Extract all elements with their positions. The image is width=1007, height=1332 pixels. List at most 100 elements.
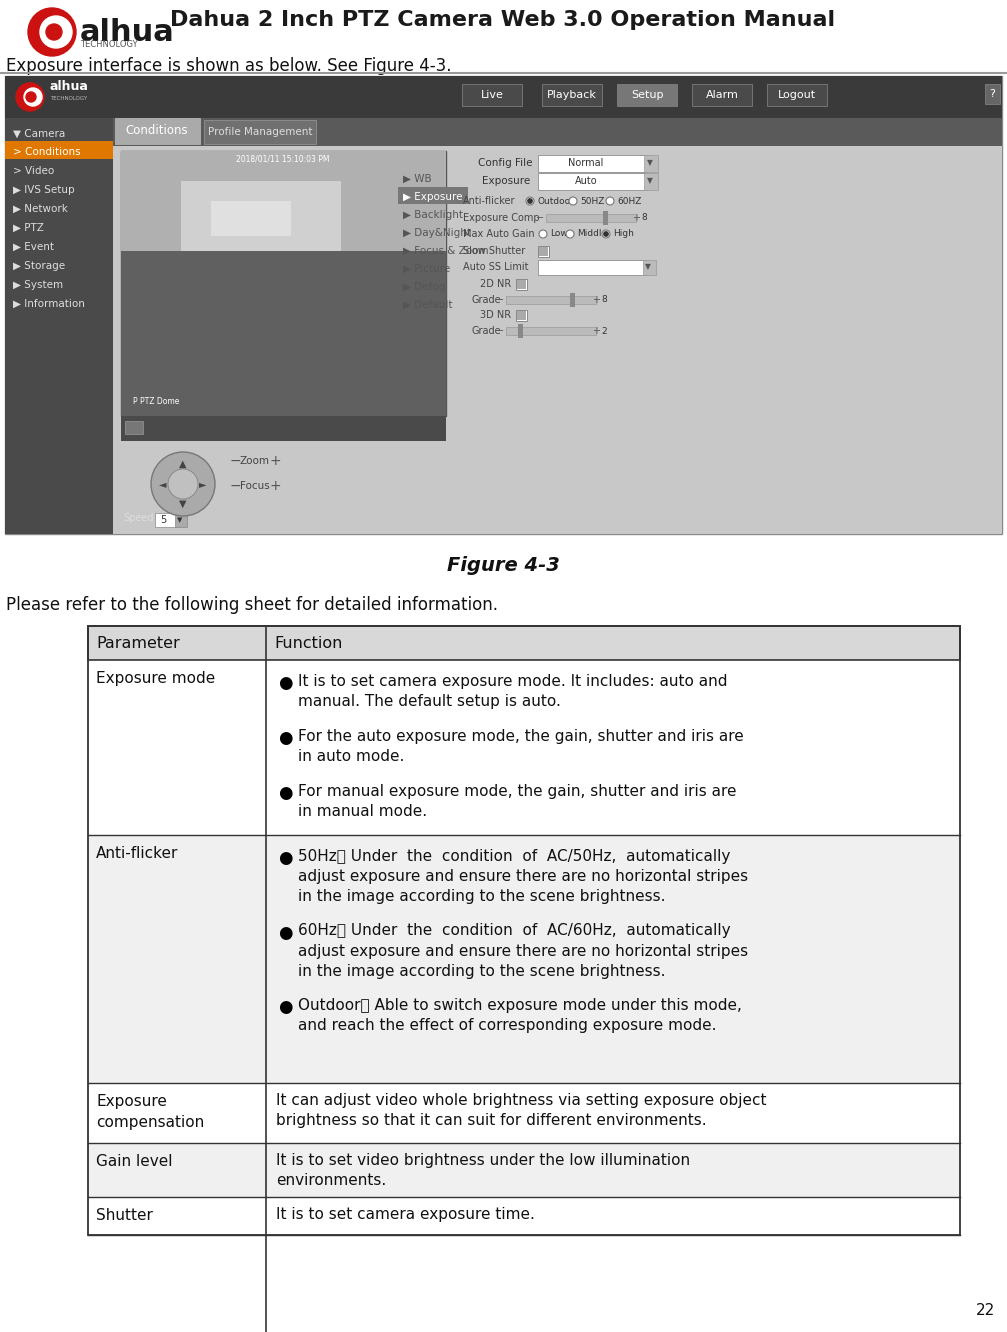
Text: ?: ?	[989, 89, 995, 99]
Bar	[570, 293, 575, 306]
Circle shape	[526, 197, 534, 205]
Text: ▼: ▼	[648, 177, 653, 185]
Text: Grade: Grade	[472, 326, 501, 336]
Text: −: −	[230, 480, 241, 493]
Text: −: −	[230, 454, 241, 468]
Text: P PTZ Dome: P PTZ Dome	[133, 397, 179, 406]
Text: 3D NR: 3D NR	[480, 310, 512, 320]
Text: ▶ Network: ▶ Network	[13, 204, 67, 214]
Text: +: +	[269, 454, 281, 468]
Bar	[643, 260, 656, 274]
Text: Anti-flicker: Anti-flicker	[463, 196, 516, 206]
Bar	[125, 421, 143, 434]
Bar	[121, 416, 446, 441]
Text: Speed: Speed	[123, 513, 153, 523]
Circle shape	[28, 8, 76, 56]
Text: ▶ Default: ▶ Default	[403, 300, 452, 310]
Text: Exposure: Exposure	[481, 176, 530, 186]
Text: Playback: Playback	[547, 91, 597, 100]
Circle shape	[566, 230, 574, 238]
Text: Zoom: Zoom	[240, 456, 270, 466]
Text: ●: ●	[278, 998, 292, 1016]
Bar	[462, 84, 522, 107]
Text: > Video: > Video	[13, 166, 54, 176]
Text: Function: Function	[274, 635, 342, 650]
Text: Anti-flicker: Anti-flicker	[96, 846, 178, 860]
Text: ●: ●	[278, 785, 292, 802]
Text: ▼: ▼	[645, 262, 651, 272]
Text: ▶ Event: ▶ Event	[13, 242, 54, 252]
Text: ◄: ◄	[159, 480, 167, 489]
Circle shape	[569, 197, 577, 205]
Text: ▶ Backlight: ▶ Backlight	[403, 210, 463, 220]
Text: Exposure mode: Exposure mode	[96, 671, 215, 686]
Text: ●: ●	[278, 729, 292, 747]
Text: 5: 5	[160, 515, 166, 525]
Text: ▶ Focus & Zoom: ▶ Focus & Zoom	[403, 246, 488, 256]
Text: ▶ IVS Setup: ▶ IVS Setup	[13, 185, 75, 194]
Text: 50HZ: 50HZ	[580, 197, 604, 205]
Text: Outdoor: Outdoor	[537, 197, 574, 205]
Bar	[5, 119, 113, 534]
Bar	[516, 278, 527, 290]
Bar	[181, 181, 341, 250]
Text: ●: ●	[278, 674, 292, 693]
Bar	[692, 84, 752, 107]
Text: −: −	[536, 213, 544, 222]
Text: Logout: Logout	[778, 91, 816, 100]
Bar	[985, 84, 1000, 104]
Circle shape	[602, 230, 610, 238]
Text: TECHNOLOGY: TECHNOLOGY	[50, 96, 88, 101]
Text: ▶ Defog: ▶ Defog	[403, 282, 445, 292]
Bar	[516, 310, 527, 321]
Text: Normal: Normal	[568, 159, 603, 168]
Text: Live: Live	[480, 91, 504, 100]
Text: ▼: ▼	[179, 500, 186, 509]
Text: Please refer to the following sheet for detailed information.: Please refer to the following sheet for …	[6, 595, 498, 614]
Circle shape	[40, 16, 71, 48]
Bar	[88, 835, 960, 1083]
Text: Middle: Middle	[577, 229, 607, 238]
Text: −: −	[495, 326, 505, 336]
Bar	[121, 250, 446, 416]
Bar	[538, 173, 648, 190]
Bar	[88, 626, 960, 659]
Text: +: +	[632, 213, 640, 222]
Bar	[538, 155, 648, 172]
Bar	[113, 147, 1002, 534]
Bar	[88, 1083, 960, 1143]
Bar	[767, 84, 827, 107]
Bar	[603, 210, 608, 225]
Circle shape	[606, 197, 614, 205]
Text: ▶ WB: ▶ WB	[403, 174, 432, 184]
Text: Parameter: Parameter	[96, 635, 180, 650]
Circle shape	[266, 477, 284, 496]
Bar	[88, 1143, 960, 1197]
Text: ▶ System: ▶ System	[13, 280, 63, 290]
Bar	[517, 310, 526, 320]
Text: 8: 8	[641, 213, 646, 222]
Bar	[155, 513, 177, 527]
Bar	[617, 84, 677, 107]
Bar	[5, 76, 1002, 534]
Text: 60Hz： Under  the  condition  of  AC/60Hz,  automatically
adjust exposure and ens: 60Hz： Under the condition of AC/60Hz, au…	[298, 923, 748, 979]
Text: Config File: Config File	[478, 159, 533, 168]
Circle shape	[46, 24, 62, 40]
Circle shape	[226, 452, 244, 470]
Circle shape	[26, 92, 36, 103]
Bar	[518, 324, 523, 338]
Text: +: +	[592, 326, 600, 336]
Text: Setup: Setup	[630, 91, 664, 100]
Bar	[88, 659, 960, 835]
Text: ▶ Information: ▶ Information	[13, 298, 85, 309]
Text: Figure 4-3: Figure 4-3	[446, 555, 560, 575]
Text: It can adjust video whole brightness via setting exposure object
brightness so t: It can adjust video whole brightness via…	[276, 1094, 766, 1128]
Text: It is to set camera exposure time.: It is to set camera exposure time.	[276, 1207, 535, 1221]
Text: ▲: ▲	[179, 460, 186, 469]
Text: Shutter: Shutter	[96, 1208, 153, 1223]
Text: Gain level: Gain level	[96, 1154, 172, 1169]
Bar	[211, 201, 291, 236]
Text: ▶ Picture: ▶ Picture	[403, 264, 450, 274]
Text: ●: ●	[278, 923, 292, 942]
Bar	[113, 119, 1002, 147]
